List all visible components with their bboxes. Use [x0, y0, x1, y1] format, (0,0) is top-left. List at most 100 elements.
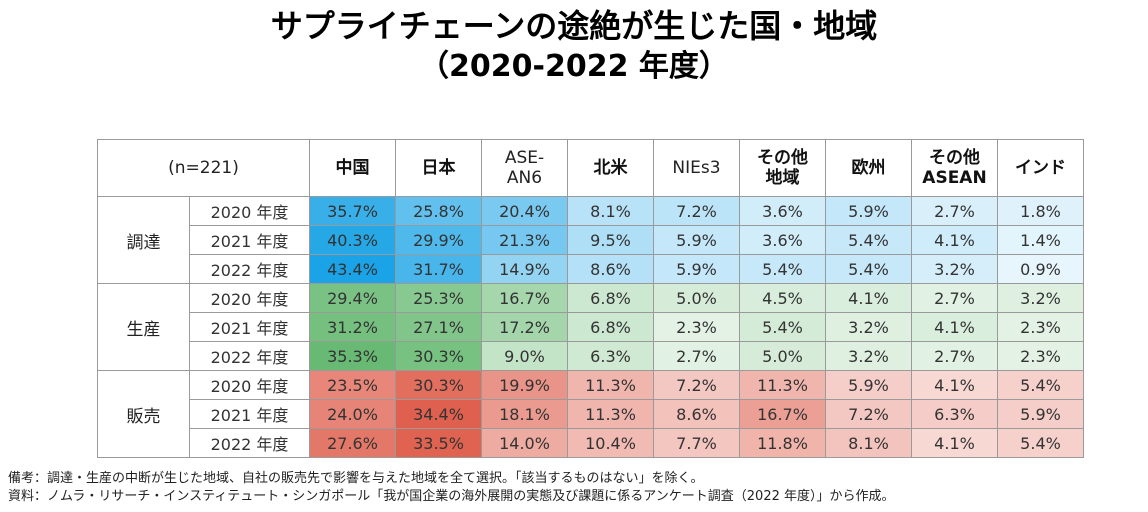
heatmap-cell: 11.3%	[739, 370, 826, 400]
heatmap-cell: 24.0%	[309, 399, 396, 429]
heatmap-cell: 2.7%	[911, 341, 998, 371]
column-header: 日本	[395, 139, 482, 197]
year-label: 2021 年度	[189, 312, 310, 342]
heatmap-cell: 25.8%	[395, 196, 482, 226]
heatmap-cell: 23.5%	[309, 370, 396, 400]
column-header-line: 欧州	[851, 158, 886, 178]
heatmap-cell: 5.4%	[739, 312, 826, 342]
heatmap-cell: 4.1%	[911, 428, 998, 458]
heatmap-cell: 14.9%	[481, 254, 568, 284]
heatmap-cell: 9.5%	[567, 225, 654, 255]
column-header-line: 中国	[335, 158, 370, 178]
heatmap-cell: 2.7%	[911, 283, 998, 313]
heatmap-cell: 30.3%	[395, 341, 482, 371]
year-label: 2021 年度	[189, 399, 310, 429]
heatmap-cell: 35.7%	[309, 196, 396, 226]
table-row: 2021 年度 31.2% 27.1% 17.2% 6.8% 2.3% 5.4% 3.2% 4.…	[98, 312, 1084, 342]
year-label: 2020 年度	[189, 283, 310, 313]
table-row: 調達 2020 年度 35.7% 25.8% 20.4% 8.1% 7.2% 3.6% 5.9%…	[97, 196, 1084, 284]
column-header-line: 北米	[593, 158, 628, 178]
heatmap-cell: 33.5%	[395, 428, 482, 458]
heatmap-cell: 40.3%	[309, 225, 396, 255]
heatmap-table: (n=221) 中国 日本 ASE- AN6 北米 NIEs3 その他 地域 欧州 その他 ASEA…	[97, 139, 1084, 458]
heatmap-cell: 20.4%	[481, 196, 568, 226]
heatmap-cell: 16.7%	[481, 283, 568, 313]
column-header: 欧州	[825, 139, 912, 197]
column-header: NIEs3	[653, 139, 740, 197]
heatmap-cell: 19.9%	[481, 370, 568, 400]
table-row: 2022 年度 43.4% 31.7% 14.9% 8.6% 5.9% 5.4% 5.4% 3.…	[98, 254, 1084, 284]
heatmap-cell: 2.3%	[997, 341, 1084, 371]
heatmap-cell: 5.9%	[825, 370, 912, 400]
column-header-line: その他	[757, 148, 808, 168]
heatmap-cell: 7.2%	[825, 399, 912, 429]
year-label: 2020 年度	[189, 196, 310, 226]
table-row: 販売 2020 年度 23.5% 30.3% 19.9% 11.3% 7.2% 11.3% 5.…	[97, 370, 1084, 458]
heatmap-cell: 7.2%	[653, 370, 740, 400]
note-remarks: 備考：調達・生産の中断が生じた地域、自社の販売先で影響を与えた地域を全て選択。「…	[8, 471, 704, 486]
category-label: 販売	[97, 370, 190, 458]
heatmap-cell: 5.0%	[653, 283, 740, 313]
heatmap-cell: 34.4%	[395, 399, 482, 429]
heatmap-cell: 35.3%	[309, 341, 396, 371]
column-header-line: ASE-	[504, 148, 545, 168]
heatmap-cell: 5.4%	[825, 254, 912, 284]
column-header-line: その他	[929, 148, 980, 168]
heatmap-cell: 5.0%	[739, 341, 826, 371]
heatmap-cell: 21.3%	[481, 225, 568, 255]
table-row: 2022 年度 27.6% 33.5% 14.0% 10.4% 7.7% 11.8% 8.1%…	[98, 428, 1084, 458]
column-header: その他 地域	[739, 139, 826, 197]
heatmap-cell: 3.6%	[739, 225, 826, 255]
column-header-line: NIEs3	[672, 158, 721, 178]
year-label: 2022 年度	[189, 428, 310, 458]
category-label: 調達	[97, 196, 190, 284]
heatmap-cell: 10.4%	[567, 428, 654, 458]
heatmap-cell: 17.2%	[481, 312, 568, 342]
table-row: 2022 年度 35.3% 30.3% 9.0% 6.3% 2.7% 5.0% 3.2% 2.7…	[98, 341, 1084, 371]
heatmap-cell: 5.4%	[997, 428, 1084, 458]
heatmap-cell: 11.3%	[567, 370, 654, 400]
heatmap-cell: 4.1%	[911, 225, 998, 255]
heatmap-cell: 18.1%	[481, 399, 568, 429]
column-header: 中国	[309, 139, 396, 197]
heatmap-cell: 29.4%	[309, 283, 396, 313]
heatmap-cell: 5.9%	[653, 254, 740, 284]
heatmap-cell: 6.3%	[911, 399, 998, 429]
heatmap-cell: 31.7%	[395, 254, 482, 284]
heatmap-cell: 0.9%	[997, 254, 1084, 284]
heatmap-cell: 4.5%	[739, 283, 826, 313]
heatmap-cell: 5.9%	[653, 225, 740, 255]
heatmap-cell: 8.1%	[567, 196, 654, 226]
heatmap-cell: 30.3%	[395, 370, 482, 400]
heatmap-cell: 31.2%	[309, 312, 396, 342]
heatmap-cell: 7.2%	[653, 196, 740, 226]
heatmap-cell: 8.6%	[653, 399, 740, 429]
column-header-line: インド	[1015, 158, 1066, 178]
heatmap-cell: 3.2%	[997, 283, 1084, 313]
heatmap-cell: 16.7%	[739, 399, 826, 429]
chart-title: サプライチェーンの途絶が生じた国・地域	[270, 7, 878, 45]
heatmap-cell: 11.3%	[567, 399, 654, 429]
category-label: 生産	[97, 283, 190, 371]
heatmap-cell: 25.3%	[395, 283, 482, 313]
heatmap-cell: 14.0%	[481, 428, 568, 458]
chart-subtitle: （2020-2022 年度）	[419, 49, 729, 84]
heatmap-cell: 3.2%	[825, 312, 912, 342]
heatmap-cell: 6.3%	[567, 341, 654, 371]
year-label: 2020 年度	[189, 370, 310, 400]
heatmap-cell: 27.1%	[395, 312, 482, 342]
sample-size-header: (n=221)	[97, 139, 310, 197]
year-label: 2022 年度	[189, 254, 310, 284]
heatmap-cell: 3.2%	[825, 341, 912, 371]
heatmap-cell: 5.9%	[997, 399, 1084, 429]
column-header: ASE- AN6	[481, 139, 568, 197]
heatmap-cell: 1.8%	[997, 196, 1084, 226]
heatmap-cell: 2.7%	[911, 196, 998, 226]
heatmap-cell: 7.7%	[653, 428, 740, 458]
year-label: 2021 年度	[189, 225, 310, 255]
column-header: インド	[997, 139, 1084, 197]
column-header-line: AN6	[506, 168, 543, 188]
note-source: 資料：ノムラ・リサーチ・インスティテュート・シンガポール「我が国企業の海外展開の…	[8, 489, 895, 504]
heatmap-cell: 8.6%	[567, 254, 654, 284]
column-header-line: ASEAN	[922, 168, 987, 188]
